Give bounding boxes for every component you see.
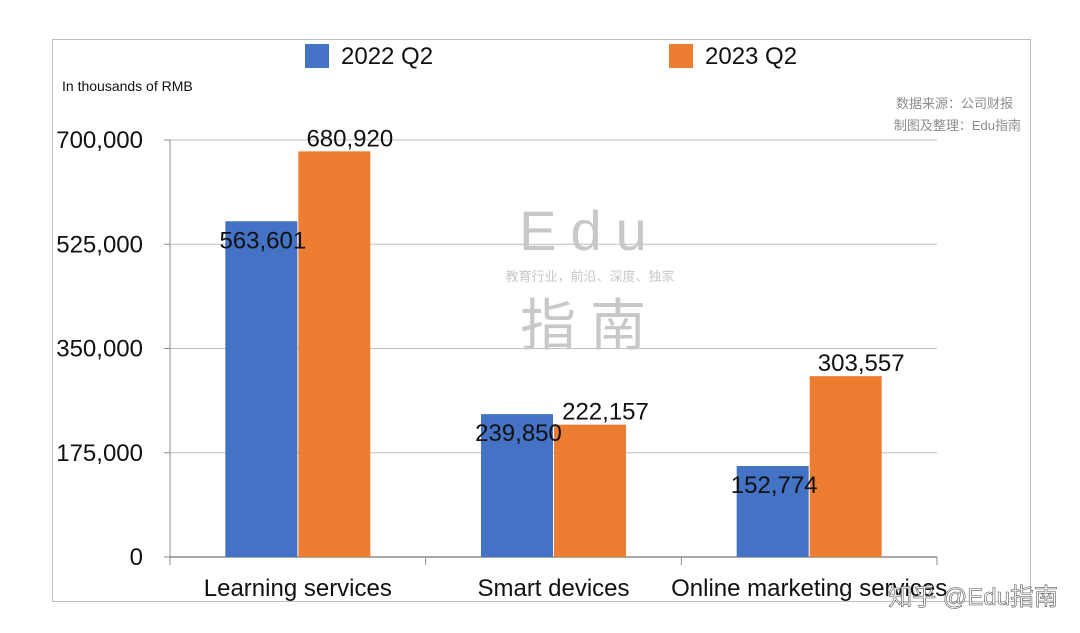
chart-frame [52,39,1031,602]
source-note-line-2: 制图及整理：Edu指南 [894,118,1021,133]
watermark-name: 指南 [520,294,660,357]
watermark-tagline: 教育行业，前沿、深度、独家 [505,269,674,284]
bar-2022-q2 [225,221,298,558]
y-tick-label: 350,000 [56,336,143,363]
y-axis-unit-label: In thousands of RMB [62,78,193,94]
x-category-label: Online marketing services [671,575,947,602]
y-tick-label: 175,000 [56,440,143,467]
y-tick-label: 525,000 [56,231,143,258]
legend-swatch-2023 [669,44,693,68]
y-axis-ticks: 0 175,000 350,000 525,000 700,000 [56,127,143,571]
x-category-label: Learning services [204,575,392,602]
source-note-line-1: 数据来源：公司财报 [896,96,1013,111]
x-axis-categories: Learning services Smart devices Online mar… [204,575,947,602]
bar-2022-q2 [481,414,553,557]
legend: 2022 Q2 2023 Q2 [305,43,797,70]
legend-label-2022: 2022 Q2 [341,43,433,70]
legend-swatch-2022 [305,44,329,68]
center-watermark: Edu 教育行业，前沿、深度、独家 指南 [505,199,674,357]
value-label-2023: 680,920 [306,125,393,152]
bar-2023-q2 [809,376,882,557]
value-label-2022: 563,601 [219,227,306,254]
y-tick-label: 700,000 [56,127,143,154]
y-tick-label: 0 [130,544,143,571]
value-label-2023: 303,557 [818,350,905,377]
corner-watermark: 知乎 @Edu指南 [888,584,1058,611]
watermark-brand: Edu [519,199,661,262]
bar-2022-q2 [736,465,809,557]
bars [225,151,882,558]
bar-2023-q2 [298,151,371,558]
value-label-2022: 152,774 [731,472,818,499]
x-category-label: Smart devices [477,575,629,602]
value-label-2022: 239,850 [475,420,562,447]
gridlines [164,139,938,565]
bar-2023-q2 [554,424,626,557]
value-label-2023: 222,157 [562,399,649,426]
legend-label-2023: 2023 Q2 [705,43,797,70]
